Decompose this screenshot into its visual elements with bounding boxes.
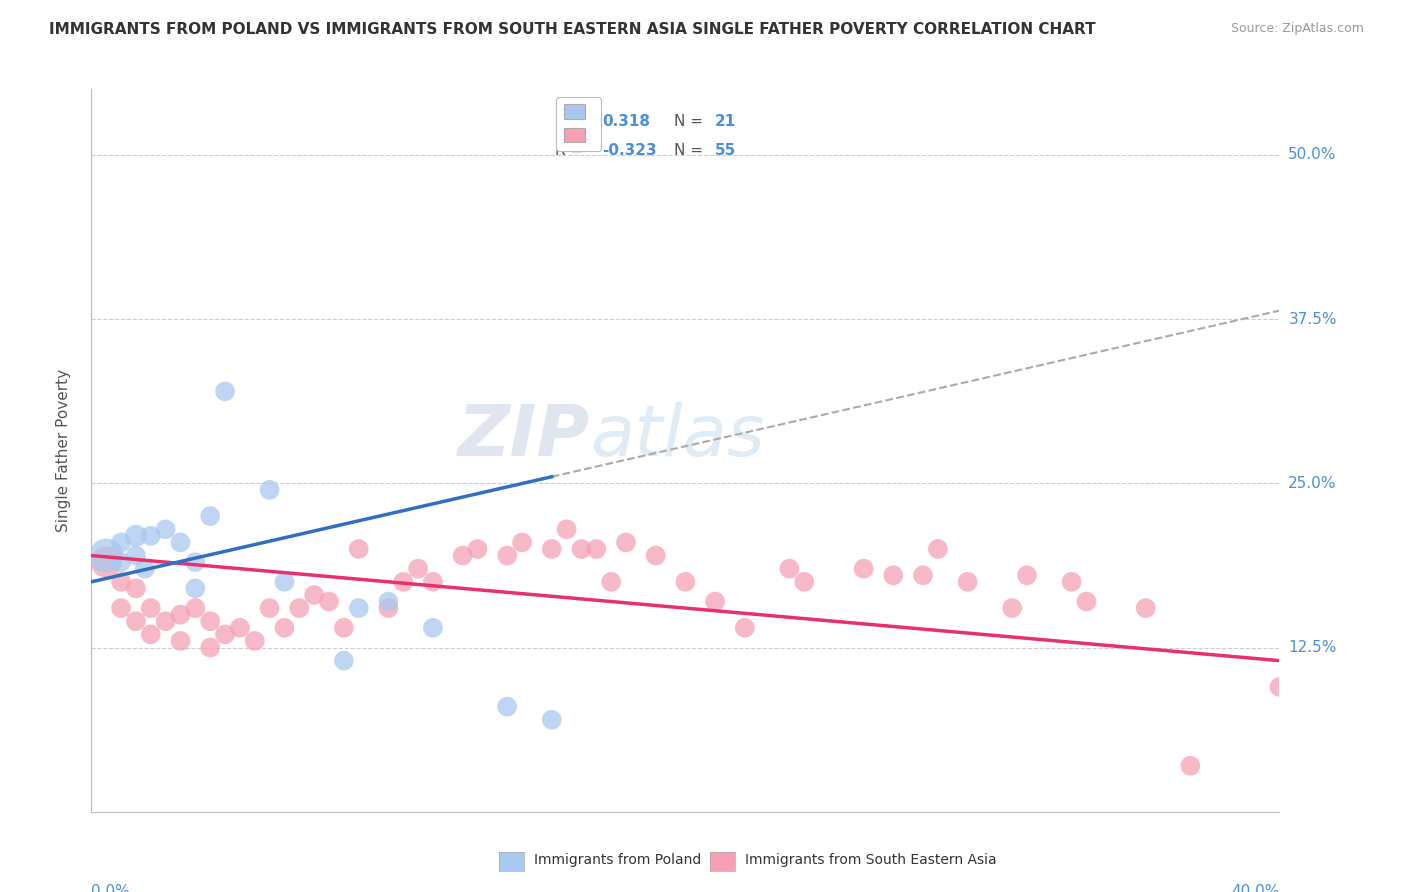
Point [318,594,340,608]
Point [184,555,207,569]
Point [911,568,934,582]
Text: N =: N = [673,143,703,158]
Point [347,541,370,556]
Point [734,621,756,635]
Text: 0.318: 0.318 [602,114,650,129]
Text: 12.5%: 12.5% [1288,640,1337,655]
Point [125,614,148,628]
Point [169,634,191,648]
Point [571,541,593,556]
Point [200,614,222,628]
Text: atlas: atlas [591,401,765,470]
Point [644,549,666,563]
Point [214,384,236,399]
Point [333,654,356,668]
Text: ZIP: ZIP [458,401,591,470]
Point [347,601,370,615]
Point [169,535,191,549]
Legend: , : , [557,97,600,151]
Y-axis label: Single Father Poverty: Single Father Poverty [56,369,70,532]
Point [377,594,399,608]
Point [125,582,148,596]
Point [793,574,815,589]
Point [540,541,562,556]
Text: -0.323: -0.323 [602,143,657,158]
Point [96,549,118,563]
Point [406,562,429,576]
Point [169,607,191,622]
Point [1015,568,1038,582]
Text: 50.0%: 50.0% [1288,147,1337,162]
Point [467,541,489,556]
Point [139,529,162,543]
Point [214,627,236,641]
Point [200,509,222,524]
Point [510,535,533,549]
Text: 25.0%: 25.0% [1288,475,1337,491]
Point [614,535,637,549]
Point [585,541,607,556]
Text: 40.0%: 40.0% [1232,884,1279,892]
Point [333,621,356,635]
Point [125,529,148,543]
Point [451,549,474,563]
Point [110,535,132,549]
Point [422,621,444,635]
Point [600,574,623,589]
Point [155,522,177,536]
Point [273,574,295,589]
Point [243,634,266,648]
Text: 37.5%: 37.5% [1288,311,1337,326]
Text: N =: N = [673,114,703,129]
Point [302,588,325,602]
Point [110,555,132,569]
Point [259,483,281,497]
Point [288,601,311,615]
Point [96,555,118,569]
Point [392,574,415,589]
Point [229,621,252,635]
Point [259,601,281,615]
Point [1076,594,1098,608]
Text: 21: 21 [716,114,737,129]
Text: Immigrants from Poland: Immigrants from Poland [534,853,702,867]
Text: Immigrants from South Eastern Asia: Immigrants from South Eastern Asia [745,853,997,867]
Point [852,562,875,576]
Point [184,582,207,596]
Point [956,574,979,589]
Point [1001,601,1024,615]
Point [184,601,207,615]
Point [555,522,578,536]
Text: Source: ZipAtlas.com: Source: ZipAtlas.com [1230,22,1364,36]
Point [1268,680,1291,694]
Text: 55: 55 [716,143,737,158]
Point [496,549,519,563]
Point [778,562,800,576]
Point [704,594,727,608]
Point [540,713,562,727]
Point [134,562,156,576]
Point [110,574,132,589]
Point [1135,601,1157,615]
Point [422,574,444,589]
Point [496,699,519,714]
Text: 0.0%: 0.0% [91,884,131,892]
Point [882,568,904,582]
Point [1180,758,1202,772]
Text: R =: R = [555,114,583,129]
Point [139,601,162,615]
Point [125,549,148,563]
Point [155,614,177,628]
Text: IMMIGRANTS FROM POLAND VS IMMIGRANTS FROM SOUTH EASTERN ASIA SINGLE FATHER POVER: IMMIGRANTS FROM POLAND VS IMMIGRANTS FRO… [49,22,1095,37]
Point [377,601,399,615]
Text: R =: R = [555,143,583,158]
Point [110,601,132,615]
Point [1060,574,1083,589]
Point [139,627,162,641]
Point [200,640,222,655]
Point [273,621,295,635]
Point [927,541,949,556]
Point [673,574,696,589]
